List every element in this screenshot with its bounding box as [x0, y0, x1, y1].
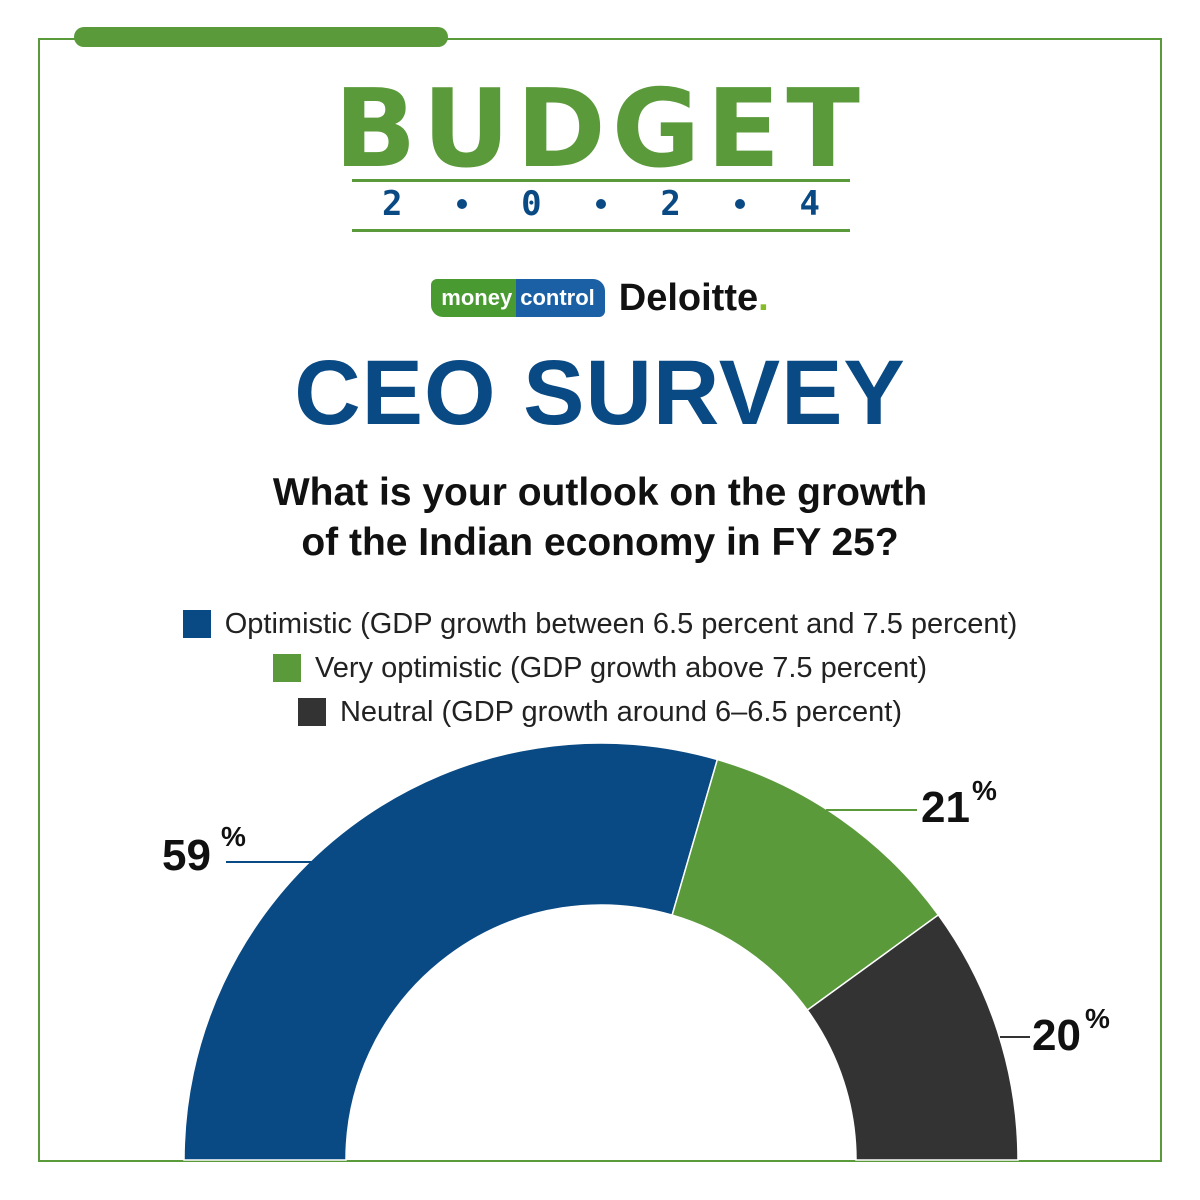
brand-logos: money control Deloitte. — [0, 276, 1200, 320]
top-accent-bar — [74, 27, 448, 47]
legend-item: Very optimistic (GDP growth above 7.5 pe… — [0, 646, 1200, 690]
data-label: 21 — [921, 783, 970, 832]
legend-label: Very optimistic (GDP growth above 7.5 pe… — [315, 651, 927, 684]
data-label: 59 — [162, 831, 211, 880]
budget-rule-top — [352, 179, 850, 182]
data-label-unit: % — [1085, 1003, 1110, 1034]
deloitte-logo-text: Deloitte — [618, 276, 759, 319]
year-digit: 4 — [799, 184, 820, 224]
year-separator-dot — [735, 199, 746, 209]
outer-frame — [38, 38, 1162, 1162]
legend-item: Neutral (GDP growth around 6–6.5 percent… — [0, 690, 1200, 734]
legend-swatch-optimistic — [182, 610, 211, 638]
year-digit: 0 — [521, 184, 542, 224]
budget-year: 2 0 2 4 — [352, 184, 850, 224]
year-digit: 2 — [382, 184, 403, 224]
year-separator-dot — [456, 199, 467, 209]
chart-legend: Optimistic (GDP growth between 6.5 perce… — [0, 602, 1200, 734]
moneycontrol-logo-part-a: money — [431, 279, 517, 317]
legend-item: Optimistic (GDP growth between 6.5 perce… — [0, 602, 1200, 646]
slice-optimistic — [183, 742, 719, 1161]
year-digit: 2 — [660, 184, 681, 224]
data-label: 20 — [1032, 1011, 1081, 1060]
deloitte-logo-dot: . — [758, 276, 769, 319]
year-separator-dot — [596, 199, 606, 209]
moneycontrol-logo-part-b: control — [516, 279, 605, 317]
survey-question-line: What is your outlook on the growth — [272, 471, 928, 514]
legend-swatch-very-optimistic — [273, 654, 302, 682]
data-label-unit: % — [972, 775, 997, 806]
legend-swatch-neutral — [297, 698, 326, 726]
data-label-unit: % — [221, 821, 246, 852]
budget-rule-bottom — [352, 229, 850, 232]
deloitte-logo: Deloitte. — [619, 277, 769, 320]
moneycontrol-logo: money control — [431, 278, 605, 318]
page-title: CEO SURVEY — [294, 342, 906, 444]
legend-label: Neutral (GDP growth around 6–6.5 percent… — [339, 695, 903, 728]
survey-question-line: of the Indian economy in FY 25? — [301, 521, 899, 564]
survey-question: What is your outlook on the growth of th… — [0, 468, 1200, 568]
legend-label: Optimistic (GDP growth between 6.5 perce… — [224, 607, 1018, 640]
budget-wordmark: BUDGET — [334, 67, 866, 192]
slice-neutral — [806, 913, 1019, 1161]
